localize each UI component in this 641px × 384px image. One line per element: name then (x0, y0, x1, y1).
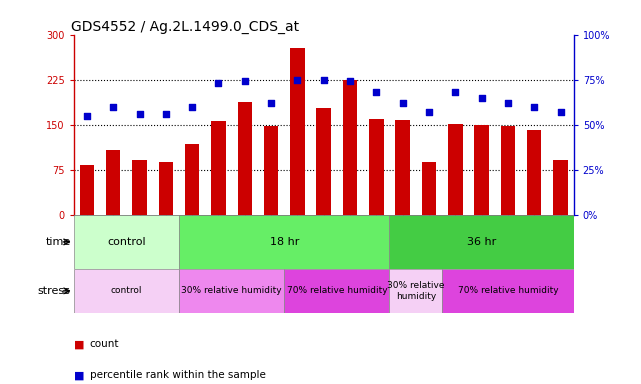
Point (345, 78, 355, 84)
Text: 18 hr: 18 hr (270, 237, 299, 247)
Text: 30% relative humidity: 30% relative humidity (181, 286, 282, 295)
Bar (158, 162, 173, 215)
Text: GDS4552 / Ag.2L.1499.0_CDS_at: GDS4552 / Ag.2L.1499.0_CDS_at (71, 20, 299, 33)
Text: 36 hr: 36 hr (467, 237, 496, 247)
Point (450, 89, 460, 95)
Bar (284, 269, 390, 313)
Text: ■: ■ (74, 370, 84, 380)
Bar (553, 160, 568, 215)
Bar (212, 121, 226, 215)
Bar (317, 108, 331, 215)
Point (292, 77, 303, 83)
Bar (74, 215, 179, 269)
Bar (179, 215, 390, 269)
Bar (527, 130, 542, 215)
Point (397, 100, 408, 106)
Text: control: control (111, 286, 142, 295)
Bar (474, 125, 489, 215)
Bar (79, 165, 94, 215)
Text: ■: ■ (74, 339, 84, 349)
Bar (395, 120, 410, 215)
Bar (422, 162, 437, 215)
Point (213, 80, 224, 86)
Point (476, 95, 487, 101)
Text: 70% relative humidity: 70% relative humidity (287, 286, 387, 295)
Bar (448, 124, 463, 215)
Bar (132, 160, 147, 215)
Point (135, 111, 145, 117)
Point (266, 100, 276, 106)
Point (108, 104, 119, 110)
Point (319, 77, 329, 83)
Bar (264, 126, 278, 215)
Point (82, 113, 92, 119)
Text: percentile rank within the sample: percentile rank within the sample (90, 370, 265, 380)
Point (424, 109, 434, 115)
Text: 70% relative humidity: 70% relative humidity (458, 286, 558, 295)
Point (187, 104, 197, 110)
Point (161, 111, 171, 117)
Bar (106, 150, 121, 215)
Text: time: time (46, 237, 71, 247)
Text: stress: stress (38, 286, 71, 296)
Bar (185, 144, 199, 215)
Text: control: control (107, 237, 146, 247)
Text: 30% relative
humidity: 30% relative humidity (387, 281, 445, 301)
Point (371, 89, 381, 95)
Bar (501, 126, 515, 215)
Bar (74, 269, 179, 313)
Bar (369, 119, 383, 215)
Point (529, 104, 539, 110)
Bar (238, 102, 252, 215)
Bar (290, 48, 304, 215)
Point (240, 78, 250, 84)
Text: count: count (90, 339, 119, 349)
Bar (343, 80, 357, 215)
Point (555, 109, 565, 115)
Bar (390, 269, 442, 313)
Bar (442, 269, 574, 313)
Point (503, 100, 513, 106)
Bar (390, 215, 574, 269)
Bar (179, 269, 284, 313)
